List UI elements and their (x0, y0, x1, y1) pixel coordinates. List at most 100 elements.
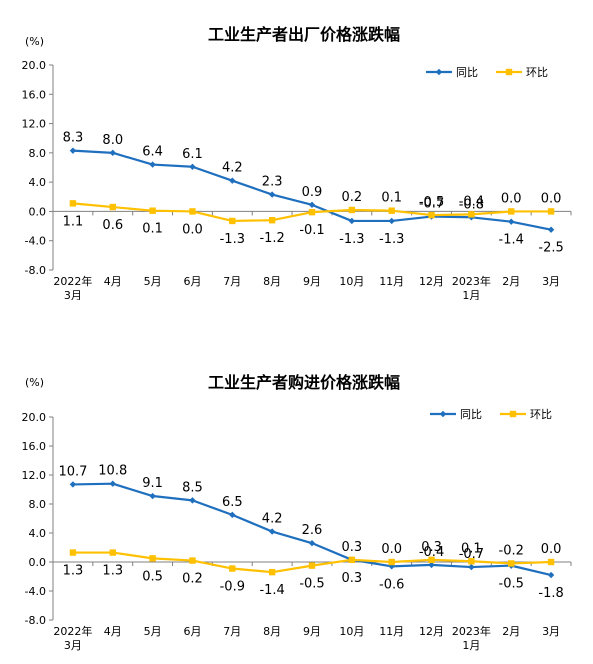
yoy-data-label: 2.6 (302, 523, 323, 538)
mom-point (268, 568, 276, 576)
mom-data-label: 0.0 (501, 191, 522, 206)
yoy-data-label: 9.1 (142, 476, 163, 491)
mom-data-label: 0.6 (102, 218, 123, 233)
mom-point (229, 565, 236, 572)
y-tick-label: -4.0 (25, 585, 46, 598)
yoy-data-label: -1.8 (538, 586, 563, 601)
mom-data-label: 0.2 (342, 190, 363, 205)
mom-data-label: -0.9 (220, 580, 245, 595)
yoy-data-label: 10.7 (58, 464, 87, 479)
mom-data-label: 0.1 (461, 541, 482, 556)
yoy-point (388, 217, 395, 225)
x-tick-label: 2022年 (53, 624, 92, 638)
yoy-point (189, 497, 196, 504)
yoy-data-label: 6.4 (142, 145, 163, 160)
yoy-data-label: 4.2 (262, 512, 283, 527)
legend: 同比 环比 (430, 408, 552, 421)
legend-yoy-marker (439, 410, 447, 418)
chart-title: 工业生产者购进价格涨跌幅 (208, 373, 400, 392)
yoy-point (69, 481, 77, 488)
yoy-point (149, 492, 156, 500)
legend: 同比 环比 (426, 66, 548, 79)
mom-point (388, 558, 395, 566)
x-tick-label: 7月 (223, 625, 241, 638)
yoy-data-label: 2.3 (262, 175, 283, 190)
yoy-data-label: -0.5 (499, 577, 524, 592)
mom-point (348, 206, 356, 214)
mom-data-label: -0.4 (459, 194, 484, 209)
yoy-data-label: -1.3 (379, 232, 404, 247)
mom-point (109, 203, 116, 211)
mom-point (229, 217, 236, 225)
yoy-data-label: -0.7 (419, 197, 444, 212)
x-tick-label: 11月 (379, 625, 404, 638)
x-tick-label: 8月 (263, 625, 281, 638)
mom-data-label: -1.4 (259, 583, 284, 598)
mom-point (149, 555, 156, 562)
x-tick-label: 2月 (502, 275, 520, 288)
mom-point (308, 562, 316, 569)
mom-point (149, 207, 156, 214)
mom-data-label: 0.1 (381, 191, 402, 206)
chart-title: 工业生产者出厂价格涨跌幅 (208, 25, 400, 44)
chart-panel-output-price: 工业生产者出厂价格涨跌幅 (%) 20.0 16.0 12.0 8.0 4.0 0.0 -4.0… (0, 0, 593, 300)
chart-output-price: 工业生产者出厂价格涨跌幅 (%) 20.0 16.0 12.0 8.0 4.0 0.0 -4.0… (22, 25, 572, 300)
mom-data-label: 0.5 (142, 569, 163, 584)
y-tick-label: 4.0 (29, 176, 47, 189)
yoy-data-label: 8.5 (182, 480, 203, 495)
mom-point (428, 211, 435, 219)
yoy-point (308, 201, 316, 209)
mom-point (69, 549, 77, 556)
mom-data-label: -1.3 (220, 232, 245, 247)
y-tick-label: 20.0 (22, 411, 47, 424)
mom-point (468, 558, 475, 565)
mom-point (508, 208, 515, 215)
mom-data-label: 1.3 (63, 564, 84, 579)
yoy-data-label: 6.1 (182, 147, 203, 162)
mom-point (268, 217, 276, 224)
y-tick-label: 12.0 (22, 118, 47, 131)
x-tick-label: 6月 (183, 625, 201, 638)
legend-yoy-marker (435, 68, 443, 76)
yoy-point (229, 177, 236, 184)
yoy-data-label: 0.3 (342, 540, 363, 555)
mom-data-label: 0.1 (142, 222, 163, 237)
mom-point (547, 558, 555, 566)
chart-purchase-price: 工业生产者购进价格涨跌幅 (%) 20.0 16.0 12.0 8.0 4.0 0.0 -4.0… (22, 373, 572, 652)
legend-mom-marker (505, 68, 513, 76)
yoy-point (109, 149, 116, 157)
mom-point (468, 211, 475, 218)
x-tick-label: 9月 (303, 275, 321, 288)
y-tick-label: -4.0 (25, 235, 46, 248)
mom-point (508, 560, 515, 567)
yoy-point (268, 191, 276, 198)
mom-data-label: -1.2 (259, 231, 284, 246)
mom-point (428, 556, 435, 564)
x-tick-label: 3月 (64, 289, 82, 300)
yoy-data-label: -0.6 (379, 577, 404, 592)
x-tick-label: 2023年 (452, 624, 491, 638)
mom-data-label: 0.3 (421, 540, 442, 555)
y-tick-label: -8.0 (25, 264, 46, 277)
y-tick-label: 16.0 (22, 440, 47, 453)
x-tick-label: 9月 (303, 625, 321, 638)
yoy-point (268, 528, 276, 535)
yoy-data-label: 8.3 (63, 131, 84, 146)
x-tick-label: 10月 (339, 625, 364, 638)
y-tick-label: 20.0 (22, 59, 47, 72)
mom-data-label: -0.5 (419, 195, 444, 210)
yoy-data-label: -1.4 (499, 233, 524, 248)
mom-data-label: 1.1 (63, 214, 84, 229)
mom-point (547, 208, 555, 215)
x-tick-label: 5月 (144, 625, 162, 638)
chart-panel-purchase-price: 工业生产者购进价格涨跌幅 (%) 20.0 16.0 12.0 8.0 4.0 0.0 -4.0… (0, 352, 593, 664)
yoy-point (508, 218, 515, 225)
mom-data-label: -0.5 (299, 577, 324, 592)
x-tick-label: 3月 (542, 275, 560, 288)
x-tick-label: 5月 (144, 275, 162, 288)
x-tick-label: 12月 (419, 625, 444, 638)
mom-point (69, 200, 77, 207)
yoy-data-label: -2.5 (538, 241, 563, 256)
yoy-data-label: -0.8 (459, 197, 484, 212)
